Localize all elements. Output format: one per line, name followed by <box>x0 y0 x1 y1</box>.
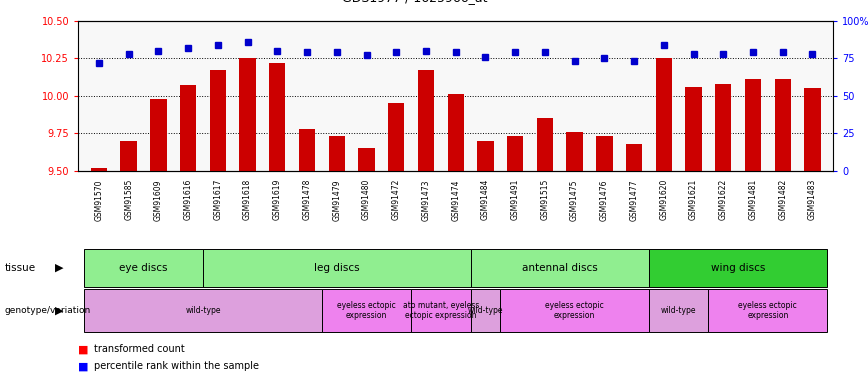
Text: wild-type: wild-type <box>185 306 220 315</box>
Bar <box>655 58 672 171</box>
Text: ▶: ▶ <box>55 305 63 315</box>
Text: GSM91476: GSM91476 <box>600 179 608 220</box>
Text: GSM91621: GSM91621 <box>689 179 698 220</box>
Bar <box>150 99 167 171</box>
Text: genotype/variation: genotype/variation <box>4 306 90 315</box>
Bar <box>536 118 553 171</box>
Bar <box>500 289 649 332</box>
Bar <box>649 249 827 287</box>
Text: GSM91480: GSM91480 <box>362 179 371 220</box>
Bar <box>240 58 256 171</box>
Bar <box>91 168 107 171</box>
Text: ■: ■ <box>78 345 89 354</box>
Text: GSM91484: GSM91484 <box>481 179 490 220</box>
Text: GSM91620: GSM91620 <box>660 179 668 220</box>
Bar <box>626 144 642 171</box>
Bar <box>210 70 226 171</box>
Bar <box>411 289 470 332</box>
Bar <box>774 79 791 171</box>
Bar <box>708 289 827 332</box>
Text: GSM91481: GSM91481 <box>748 179 758 220</box>
Text: ▶: ▶ <box>55 263 63 273</box>
Text: GSM91474: GSM91474 <box>451 179 460 220</box>
Bar <box>299 129 315 171</box>
Text: GSM91622: GSM91622 <box>719 179 727 220</box>
Bar <box>805 88 820 171</box>
Text: eyeless ectopic
expression: eyeless ectopic expression <box>545 301 604 320</box>
Text: GSM91475: GSM91475 <box>570 179 579 220</box>
Text: GSM91478: GSM91478 <box>303 179 312 220</box>
Text: ■: ■ <box>78 362 89 371</box>
Bar <box>121 141 137 171</box>
Text: percentile rank within the sample: percentile rank within the sample <box>94 362 259 371</box>
Bar <box>477 141 494 171</box>
Text: GSM91618: GSM91618 <box>243 179 252 220</box>
Text: GSM91570: GSM91570 <box>95 179 103 220</box>
Bar <box>358 148 375 171</box>
Bar <box>715 84 732 171</box>
Bar <box>507 136 523 171</box>
Text: wing discs: wing discs <box>711 263 766 273</box>
Text: GSM91617: GSM91617 <box>214 179 222 220</box>
Bar <box>84 249 203 287</box>
Text: wild-type: wild-type <box>468 306 503 315</box>
Text: wild-type: wild-type <box>661 306 696 315</box>
Text: eyeless ectopic
expression: eyeless ectopic expression <box>739 301 797 320</box>
Bar <box>388 103 404 171</box>
Text: transformed count: transformed count <box>94 345 185 354</box>
Text: GDS1977 / 1625966_at: GDS1977 / 1625966_at <box>342 0 488 4</box>
Text: GSM91477: GSM91477 <box>629 179 639 220</box>
Bar <box>203 249 470 287</box>
Text: GSM91473: GSM91473 <box>422 179 431 220</box>
Text: GSM91585: GSM91585 <box>124 179 133 220</box>
Bar <box>567 132 582 171</box>
Bar <box>269 63 286 171</box>
Bar <box>448 94 464 171</box>
Text: leg discs: leg discs <box>314 263 359 273</box>
Bar <box>84 289 322 332</box>
Bar <box>686 87 701 171</box>
Text: GSM91491: GSM91491 <box>510 179 520 220</box>
Bar <box>596 136 613 171</box>
Text: GSM91479: GSM91479 <box>332 179 341 220</box>
Text: ato mutant, eyeless
ectopic expression: ato mutant, eyeless ectopic expression <box>403 301 479 320</box>
Bar <box>180 85 196 171</box>
Text: GSM91616: GSM91616 <box>184 179 193 220</box>
Bar <box>470 289 500 332</box>
Text: GSM91483: GSM91483 <box>808 179 817 220</box>
Text: antennal discs: antennal discs <box>522 263 598 273</box>
Text: GSM91472: GSM91472 <box>391 179 401 220</box>
Text: eye discs: eye discs <box>119 263 168 273</box>
Bar <box>470 249 649 287</box>
Bar <box>329 136 345 171</box>
Text: GSM91609: GSM91609 <box>154 179 163 220</box>
Text: GSM91482: GSM91482 <box>779 179 787 220</box>
Text: GSM91619: GSM91619 <box>273 179 282 220</box>
Text: tissue: tissue <box>4 263 36 273</box>
Bar <box>649 289 708 332</box>
Bar <box>418 70 434 171</box>
Text: eyeless ectopic
expression: eyeless ectopic expression <box>337 301 396 320</box>
Bar <box>745 79 761 171</box>
Text: GSM91515: GSM91515 <box>541 179 549 220</box>
Bar <box>322 289 411 332</box>
